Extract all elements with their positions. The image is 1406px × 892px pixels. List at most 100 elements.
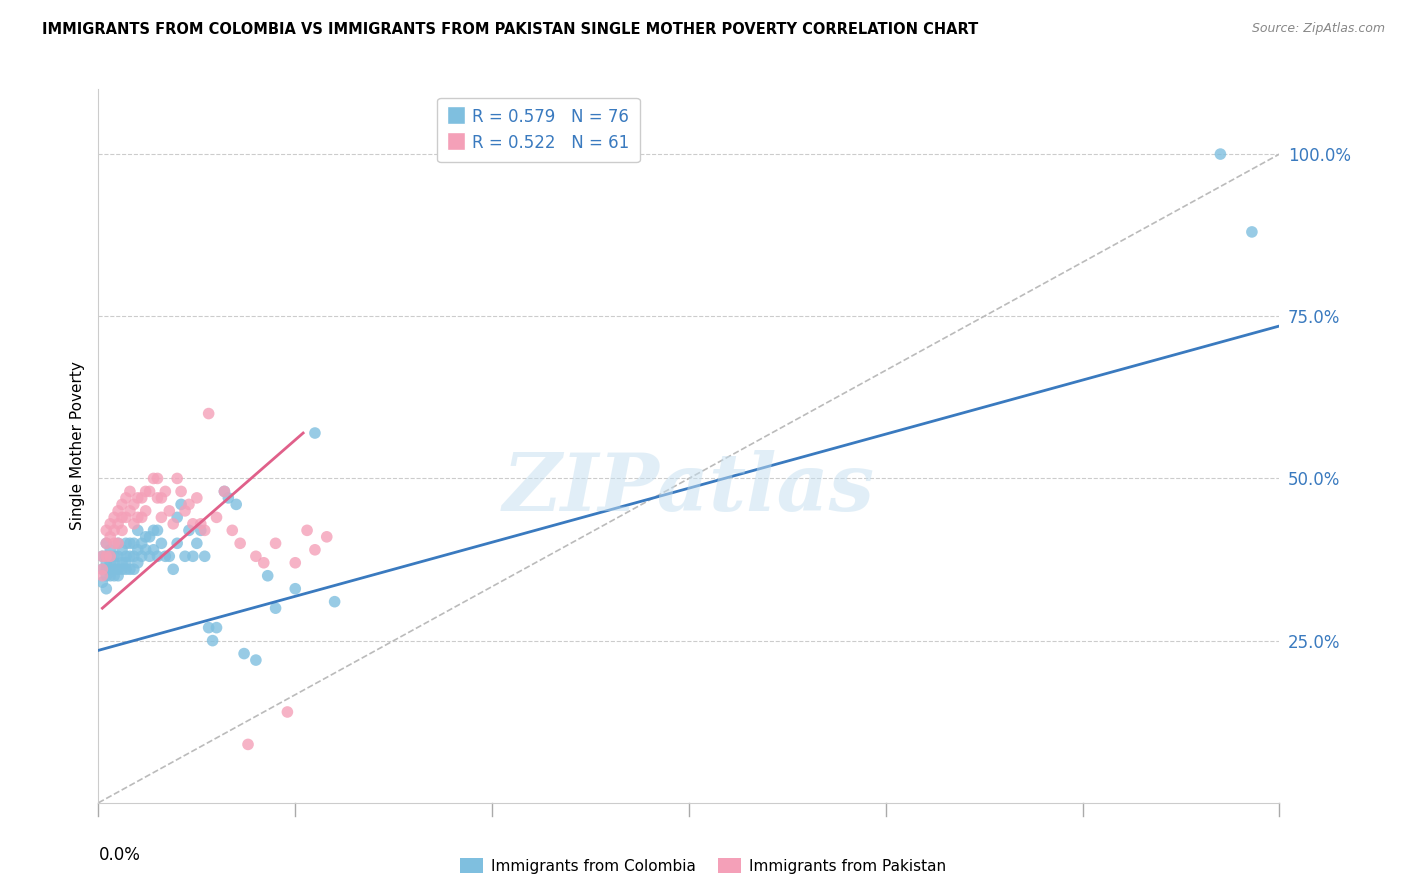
Point	[103, 549, 125, 564]
Point	[150, 510, 173, 524]
Point	[107, 536, 129, 550]
Point	[111, 562, 134, 576]
Point	[91, 549, 114, 564]
Point	[229, 536, 252, 550]
Point	[98, 556, 121, 570]
Point	[135, 542, 157, 557]
Point	[103, 556, 125, 570]
Point	[115, 562, 138, 576]
Legend: Immigrants from Colombia, Immigrants from Pakistan: Immigrants from Colombia, Immigrants fro…	[454, 852, 952, 880]
Point	[98, 516, 121, 531]
Point	[245, 549, 267, 564]
Point	[170, 484, 193, 499]
Point	[177, 497, 200, 511]
Point	[98, 542, 121, 557]
Point	[138, 549, 160, 564]
Point	[304, 542, 326, 557]
Point	[91, 562, 114, 576]
Point	[96, 582, 118, 596]
Point	[197, 407, 219, 421]
Text: 0.0%: 0.0%	[98, 846, 141, 863]
Point	[131, 549, 153, 564]
Legend: R = 0.579   N = 76, R = 0.522   N = 61: R = 0.579 N = 76, R = 0.522 N = 61	[437, 97, 640, 162]
Point	[142, 542, 165, 557]
Point	[236, 738, 259, 752]
Point	[96, 556, 118, 570]
Point	[111, 524, 134, 538]
Point	[103, 524, 125, 538]
Point	[91, 562, 114, 576]
Point	[98, 549, 121, 564]
Point	[1209, 147, 1232, 161]
Point	[115, 536, 138, 550]
Point	[205, 510, 228, 524]
Point	[264, 536, 287, 550]
Point	[177, 524, 200, 538]
Point	[122, 549, 145, 564]
Point	[295, 524, 318, 538]
Point	[107, 568, 129, 582]
Point	[150, 491, 173, 505]
Point	[233, 647, 256, 661]
Point	[190, 516, 212, 531]
Point	[98, 530, 121, 544]
Point	[276, 705, 298, 719]
Point	[103, 510, 125, 524]
Point	[221, 524, 243, 538]
Point	[127, 542, 149, 557]
Point	[122, 516, 145, 531]
Point	[181, 549, 204, 564]
Point	[115, 491, 138, 505]
Point	[115, 510, 138, 524]
Point	[201, 633, 224, 648]
Point	[118, 536, 141, 550]
Point	[111, 542, 134, 557]
Point	[107, 536, 129, 550]
Point	[284, 556, 307, 570]
Point	[225, 497, 247, 511]
Point	[127, 510, 149, 524]
Point	[111, 497, 134, 511]
Point	[107, 562, 129, 576]
Point	[166, 471, 188, 485]
Point	[131, 491, 153, 505]
Point	[111, 556, 134, 570]
Point	[146, 471, 169, 485]
Point	[142, 524, 165, 538]
Point	[103, 568, 125, 582]
Point	[190, 524, 212, 538]
Point	[91, 568, 114, 582]
Point	[127, 524, 149, 538]
Point	[115, 556, 138, 570]
Point	[146, 549, 169, 564]
Point	[91, 549, 114, 564]
Point	[245, 653, 267, 667]
Point	[122, 562, 145, 576]
Point	[194, 549, 217, 564]
Point	[122, 497, 145, 511]
Text: IMMIGRANTS FROM COLOMBIA VS IMMIGRANTS FROM PAKISTAN SINGLE MOTHER POVERTY CORRE: IMMIGRANTS FROM COLOMBIA VS IMMIGRANTS F…	[42, 22, 979, 37]
Point	[256, 568, 278, 582]
Point	[96, 549, 118, 564]
Point	[96, 536, 118, 550]
Point	[146, 491, 169, 505]
Point	[118, 484, 141, 499]
Point	[146, 524, 169, 538]
Point	[135, 504, 157, 518]
Point	[214, 484, 236, 499]
Point	[127, 491, 149, 505]
Point	[217, 491, 239, 505]
Point	[166, 536, 188, 550]
Point	[118, 562, 141, 576]
Point	[118, 504, 141, 518]
Point	[96, 568, 118, 582]
Point	[186, 491, 208, 505]
Point	[142, 471, 165, 485]
Point	[107, 516, 129, 531]
Point	[157, 504, 180, 518]
Point	[96, 549, 118, 564]
Point	[96, 562, 118, 576]
Point	[107, 504, 129, 518]
Point	[150, 536, 173, 550]
Point	[118, 549, 141, 564]
